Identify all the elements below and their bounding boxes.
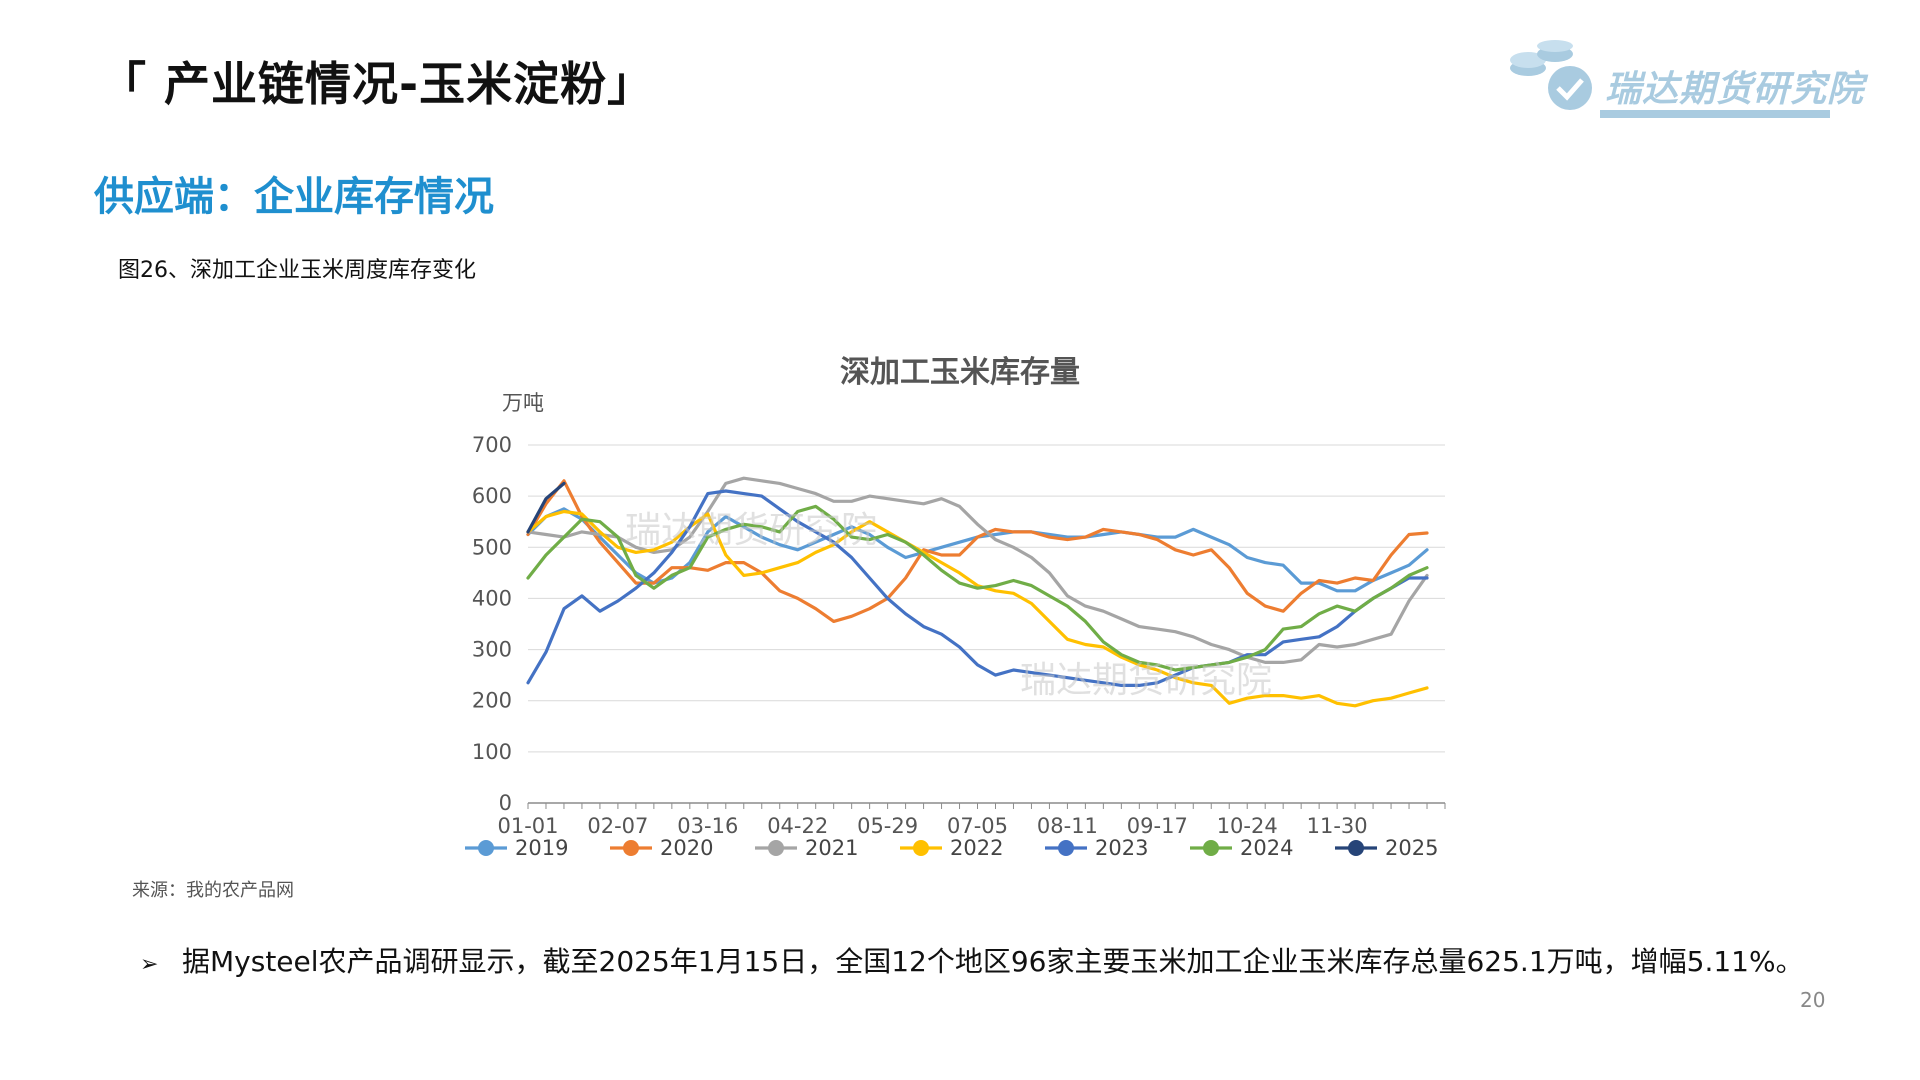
y-tick-label: 700	[472, 433, 512, 457]
x-tick-label: 08-11	[1037, 814, 1098, 838]
chart-container: 深加工玉米库存量 万吨 0 100 200 300 400 500 600 700 01-01 0…	[440, 330, 1460, 870]
y-tick-label: 400	[472, 586, 512, 610]
legend-marker-2022	[913, 840, 929, 856]
x-tick-label: 09-17	[1127, 814, 1188, 838]
logo: 瑞达期货研究院	[1500, 40, 1863, 122]
legend-label-2023: 2023	[1095, 836, 1148, 860]
y-tick-label: 500	[472, 535, 512, 559]
watermark-bottom: 瑞达期货研究院	[1020, 660, 1272, 701]
legend-label-2019: 2019	[515, 836, 568, 860]
series-lines	[526, 476, 1429, 708]
series-line-2021	[526, 476, 1429, 664]
series-line-2023	[526, 489, 1429, 687]
legend-marker-2019	[478, 840, 494, 856]
series-line-2024	[526, 504, 1429, 672]
legend-marker-2023	[1058, 840, 1074, 856]
summary-text: 据Mysteel农产品调研显示，截至2025年1月15日，全国12个地区96家主…	[182, 945, 1804, 978]
x-tick-label: 04-22	[767, 814, 828, 838]
logo-underline	[1600, 110, 1830, 118]
legend-marker-2020	[623, 840, 639, 856]
y-tick-label: 600	[472, 484, 512, 508]
x-tick-label: 07-05	[947, 814, 1008, 838]
x-tick-label: 02-07	[587, 814, 648, 838]
watermarks: 瑞达期货研究院 瑞达期货研究院	[625, 510, 1272, 701]
logo-text: 瑞达期货研究院	[1605, 69, 1865, 110]
source-note: 来源：我的农产品网	[132, 880, 294, 901]
y-tick-label: 200	[472, 689, 512, 713]
series-line-2025	[526, 481, 566, 534]
chart-legend: 2019 2020 2021 2022 2023 2024 2025	[465, 836, 1438, 860]
x-tick-label: 11-30	[1307, 814, 1368, 838]
figure-caption: 图26、深加工企业玉米周度库存变化	[118, 258, 476, 283]
y-tick-label: 0	[499, 791, 512, 815]
series-line-2020	[526, 479, 1429, 623]
y-tick-label: 300	[472, 638, 512, 662]
y-tick-label: 100	[472, 740, 512, 764]
logo-coins-icon	[1510, 40, 1592, 110]
page-number: 20	[1800, 988, 1826, 1012]
legend-marker-2025	[1348, 840, 1364, 856]
x-tick-label: 05-29	[857, 814, 918, 838]
arrow-bullet-icon: ➢	[140, 952, 159, 977]
legend-label-2024: 2024	[1240, 836, 1293, 860]
legend-label-2021: 2021	[805, 836, 858, 860]
legend-label-2025: 2025	[1385, 836, 1438, 860]
chart-title: 深加工玉米库存量	[840, 355, 1080, 390]
legend-marker-2021	[768, 840, 784, 856]
watermark-top: 瑞达期货研究院	[625, 510, 877, 551]
series-line-2022	[526, 509, 1429, 708]
x-tick-label: 03-16	[677, 814, 738, 838]
legend-marker-2024	[1203, 840, 1219, 856]
gridlines	[528, 444, 1445, 753]
legend-label-2022: 2022	[950, 836, 1003, 860]
x-tick-label: 10-24	[1217, 814, 1278, 838]
summary-bullet: ➢ 据Mysteel农产品调研显示，截至2025年1月15日，全国12个地区96家…	[140, 940, 1804, 980]
legend-label-2020: 2020	[660, 836, 713, 860]
x-tick-label: 01-01	[497, 814, 558, 838]
section-title: 供应端：企业库存情况	[94, 174, 494, 220]
axes: 0 100 200 300 400 500 600 700 01-01 02-07 03-16 04-…	[472, 433, 1446, 838]
slide-title: 「 产业链情况-玉米淀粉」	[100, 57, 655, 111]
y-axis-unit-label: 万吨	[502, 391, 544, 415]
